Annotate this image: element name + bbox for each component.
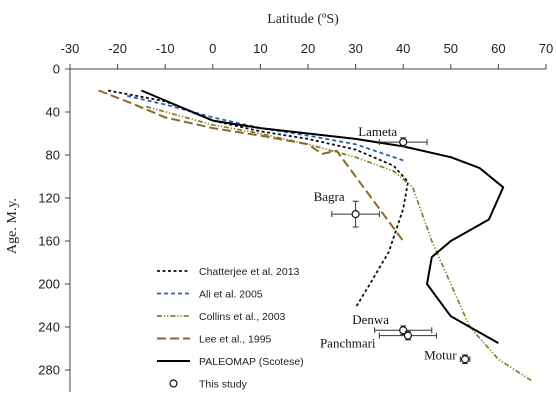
y-tick-label: 40	[46, 105, 60, 120]
series-line	[126, 95, 404, 162]
point-label: Denwa	[352, 312, 389, 327]
legend: Chatterjee et al. 2013 Ali et al. 2005 Col…	[157, 266, 304, 391]
legend-label: This study	[199, 379, 248, 391]
y-tick-label: 200	[38, 277, 60, 292]
x-tick-label: -20	[108, 41, 127, 56]
y-tick-label: 160	[38, 234, 60, 249]
series-line	[98, 89, 405, 242]
x-tick-label: 20	[301, 41, 315, 56]
legend-label: PALEOMAP (Scotese)	[199, 356, 304, 368]
x-tick-label: 0	[209, 41, 216, 56]
data-point	[399, 138, 408, 147]
point-label: Bagra	[314, 189, 345, 204]
x-tick-label: -30	[61, 41, 80, 56]
legend-label: Collins et al., 2003	[199, 311, 286, 323]
data-point	[351, 210, 360, 219]
x-tick-label: 30	[348, 41, 362, 56]
x-tick-label: 10	[253, 41, 267, 56]
point-label: Lameta	[358, 124, 397, 139]
study-point: Bagra	[314, 189, 380, 228]
study-point: Motur	[424, 347, 471, 365]
study-point: Denwa	[352, 312, 433, 336]
x-tick-label: -10	[156, 41, 175, 56]
data-point	[403, 331, 413, 340]
plot-area: -30 -20 -10 0 10 20 30 40 50 60 70 0 40 80 120 160 200 24…	[38, 41, 553, 392]
study-point: Panchmari	[320, 330, 438, 351]
y-tick-label: 240	[38, 320, 60, 335]
series-line	[145, 105, 533, 382]
legend-label: Ali et al. 2005	[199, 289, 263, 301]
y-axis-title: Age. M.y.	[5, 198, 20, 254]
y-tick-label: 280	[38, 363, 60, 378]
data-point	[399, 326, 408, 335]
x-axis-title: Latitude (ºS)	[267, 12, 339, 27]
legend-marker	[169, 379, 178, 388]
x-tick-label: 60	[491, 41, 505, 56]
y-tick-label: 80	[46, 148, 60, 163]
data-point	[460, 355, 470, 364]
study-point: Lameta	[358, 124, 428, 147]
y-tick-label: 120	[38, 191, 60, 206]
y-tick-label: 0	[53, 62, 60, 77]
x-tick-label: 40	[396, 41, 410, 56]
x-tick-label: 70	[539, 41, 553, 56]
point-label: Motur	[424, 347, 457, 362]
legend-label: Lee et al., 1995	[199, 334, 272, 346]
legend-label: Chatterjee et al. 2013	[199, 266, 300, 278]
x-tick-label: 50	[444, 41, 458, 56]
series-line	[141, 89, 505, 344]
point-label: Panchmari	[320, 336, 376, 351]
